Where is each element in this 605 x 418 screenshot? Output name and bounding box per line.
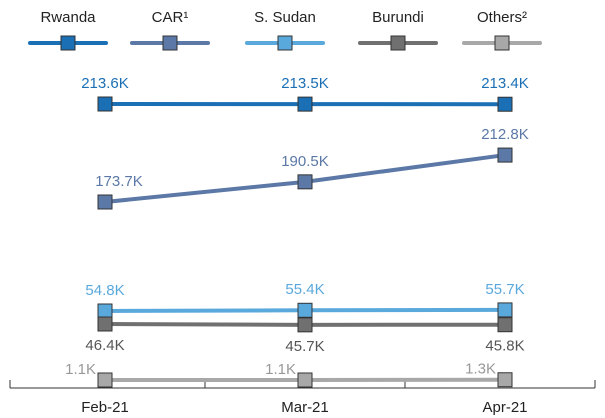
data-label: 1.1K bbox=[65, 361, 96, 378]
data-label: 212.8K bbox=[481, 126, 529, 143]
marker bbox=[97, 96, 113, 112]
data-label: 45.7K bbox=[285, 338, 324, 355]
x-tick-label: Mar-21 bbox=[281, 399, 329, 416]
marker bbox=[390, 35, 406, 51]
data-label: 55.4K bbox=[285, 281, 324, 298]
marker bbox=[494, 35, 510, 51]
marker bbox=[497, 147, 513, 163]
marker bbox=[97, 372, 113, 388]
marker bbox=[97, 316, 113, 332]
marker bbox=[297, 174, 313, 190]
data-label: 55.7K bbox=[485, 281, 524, 298]
data-label: 46.4K bbox=[85, 337, 124, 354]
x-tick-label: Apr-21 bbox=[482, 399, 527, 416]
legend-label: Burundi bbox=[372, 9, 424, 26]
marker bbox=[277, 35, 293, 51]
data-label: 190.5K bbox=[281, 153, 329, 170]
marker bbox=[297, 302, 313, 318]
data-label: 54.8K bbox=[85, 282, 124, 299]
x-tick-label: Feb-21 bbox=[81, 399, 129, 416]
marker bbox=[297, 96, 313, 112]
data-label: 213.5K bbox=[281, 75, 329, 92]
data-label: 173.7K bbox=[95, 173, 143, 190]
marker bbox=[297, 372, 313, 388]
marker bbox=[60, 35, 76, 51]
legend-label: Rwanda bbox=[40, 9, 96, 26]
marker bbox=[497, 372, 513, 388]
marker bbox=[97, 194, 113, 210]
legend-label: S. Sudan bbox=[254, 9, 316, 26]
legend-label: CAR¹ bbox=[152, 9, 189, 26]
data-label: 45.8K bbox=[485, 338, 524, 355]
data-label: 213.4K bbox=[481, 75, 529, 92]
data-label: 1.1K bbox=[265, 361, 296, 378]
marker bbox=[497, 96, 513, 112]
marker bbox=[162, 35, 178, 51]
marker bbox=[97, 303, 113, 319]
marker bbox=[297, 317, 313, 333]
marker bbox=[497, 317, 513, 333]
marker bbox=[497, 302, 513, 318]
data-label: 213.6K bbox=[81, 75, 129, 92]
data-label: 1.3K bbox=[465, 361, 496, 378]
legend-label: Others² bbox=[477, 9, 527, 26]
